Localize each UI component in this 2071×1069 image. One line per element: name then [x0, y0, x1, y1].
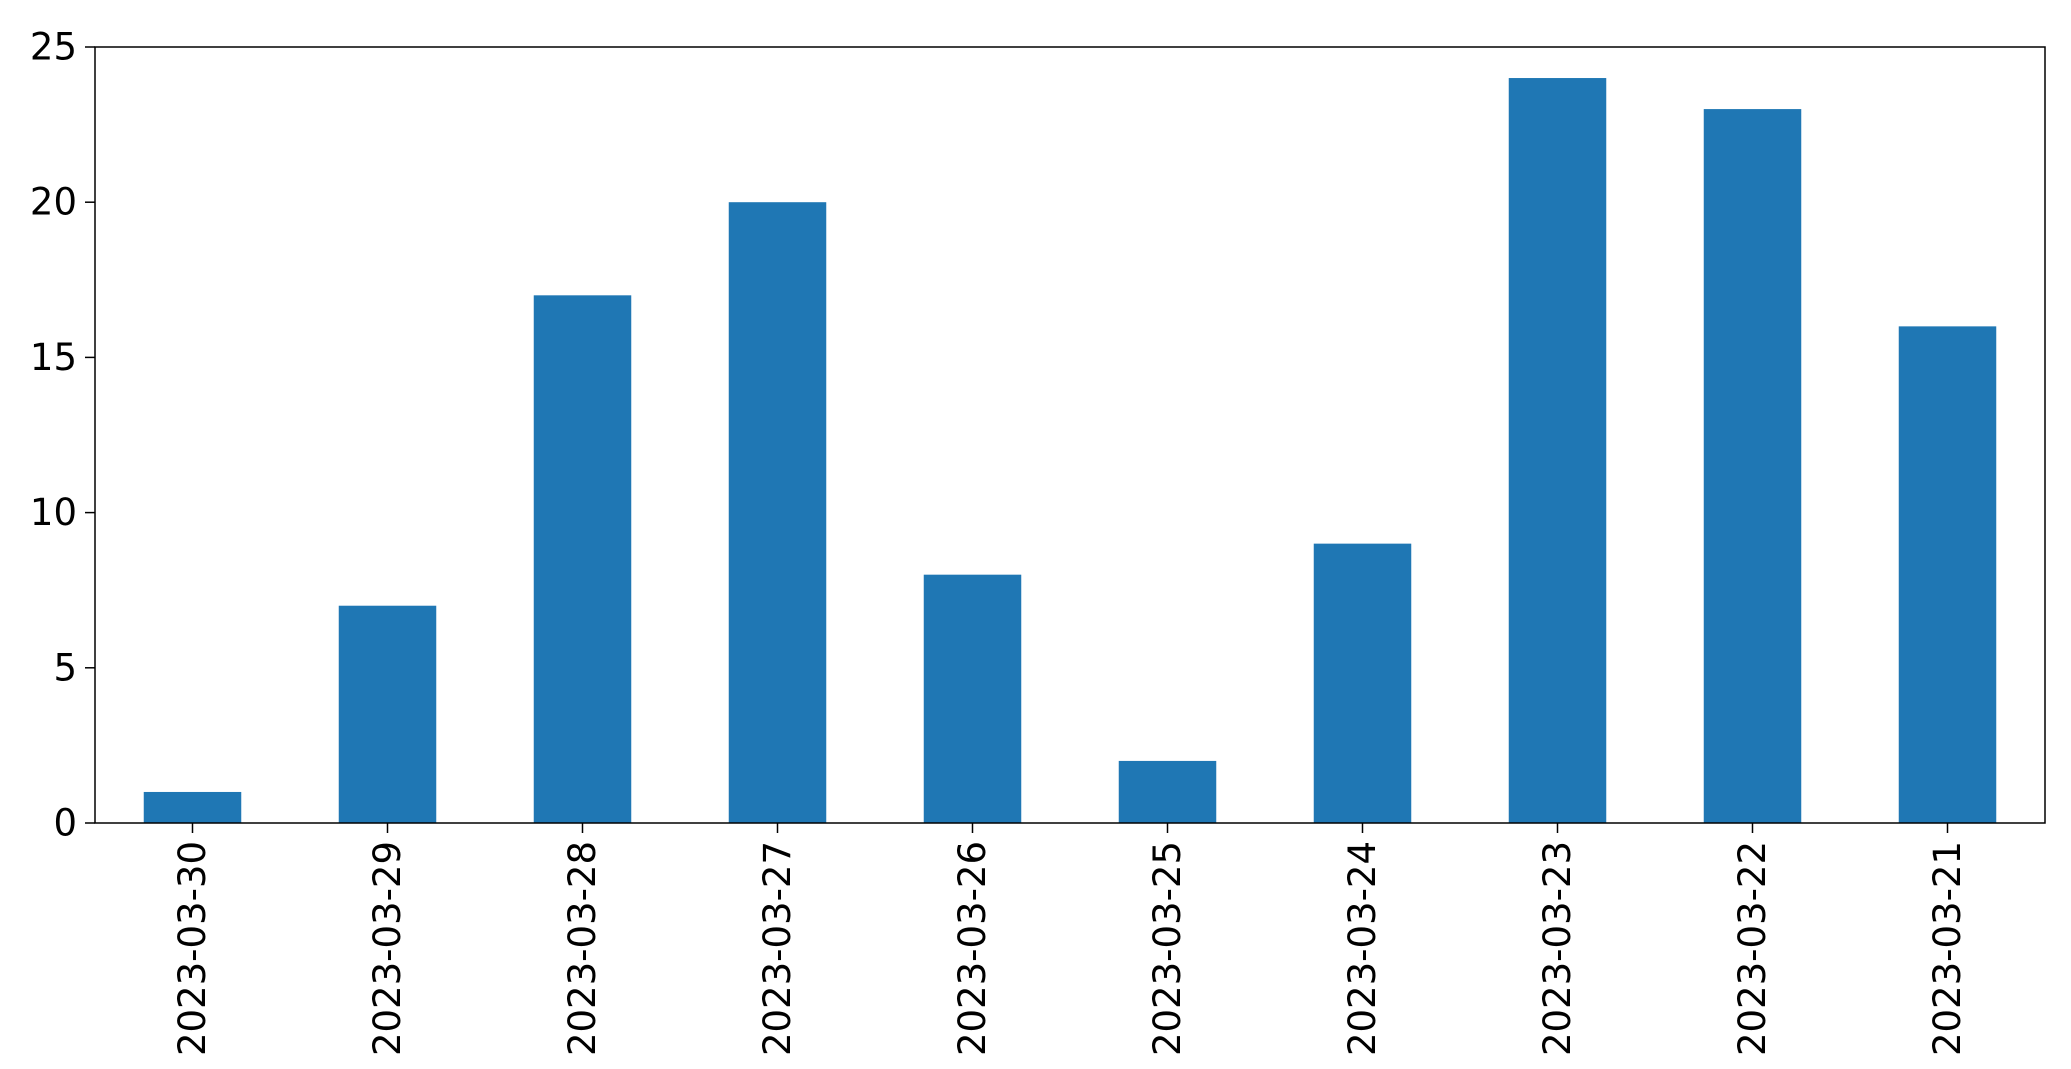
bar-2023-03-24: [1313, 543, 1412, 823]
x-tick-label: 2023-03-29: [366, 841, 409, 1056]
bars-layer: [143, 78, 1997, 824]
x-axis: 2023-03-30 2023-03-29 2023-03-28 2023-03-27…: [171, 823, 1969, 1056]
bar-2023-03-28: [533, 295, 632, 823]
y-tick-label: 10: [30, 491, 77, 534]
y-tick-label: 25: [30, 26, 77, 69]
bar-2023-03-22: [1703, 109, 1802, 823]
bar-2023-03-27: [728, 202, 827, 823]
y-tick-label: 5: [53, 646, 77, 689]
x-tick-label: 2023-03-23: [1536, 841, 1579, 1056]
bar-2023-03-23: [1508, 78, 1607, 824]
x-tick-label: 2023-03-27: [756, 841, 799, 1056]
y-tick-label: 15: [30, 336, 77, 379]
x-tick-label: 2023-03-28: [561, 841, 604, 1056]
bar-2023-03-21: [1898, 326, 1997, 823]
x-tick-label: 2023-03-24: [1341, 841, 1384, 1056]
bar-2023-03-29: [338, 605, 437, 823]
x-tick-label: 2023-03-25: [1146, 841, 1189, 1056]
x-tick-label: 2023-03-21: [1926, 841, 1969, 1056]
bar-2023-03-26: [923, 574, 1022, 823]
plot-frame: [94, 46, 2046, 824]
y-axis: 0 5 10 15 20 25: [30, 26, 95, 845]
x-tick-label: 2023-03-26: [951, 841, 994, 1056]
x-tick-label: 2023-03-22: [1731, 841, 1774, 1056]
x-tick-label: 2023-03-30: [171, 841, 214, 1056]
y-tick-label: 20: [30, 181, 77, 224]
bar-2023-03-30: [143, 791, 242, 823]
y-tick-label: 0: [53, 802, 77, 845]
bar-2023-03-25: [1118, 760, 1217, 823]
